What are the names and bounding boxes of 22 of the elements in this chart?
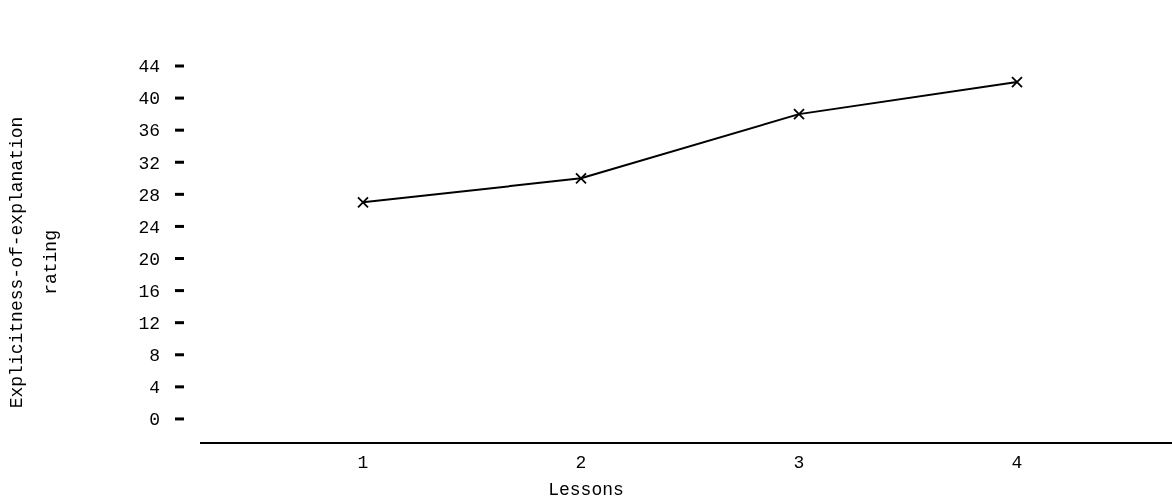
y-axis-title: Explicitness-of-explanation rating — [7, 116, 61, 409]
y-tick-label: 20 — [138, 249, 160, 270]
x-tick-label: 1 — [357, 453, 369, 473]
y-tick-label: 8 — [149, 346, 160, 367]
y-tick-label: 40 — [138, 89, 160, 110]
point — [793, 108, 805, 121]
y-tick-label: 44 — [138, 57, 160, 78]
y-tick-label: 16 — [138, 281, 160, 302]
point — [357, 196, 369, 209]
x-tick-label: 4 — [1011, 453, 1023, 473]
y-tick-label: 28 — [138, 185, 160, 206]
x-axis-title: Lessons — [548, 480, 624, 500]
y-tick-label: 4 — [149, 378, 160, 399]
x-tick-label: 2 — [575, 453, 587, 473]
y-tick-label: 12 — [138, 313, 160, 334]
y-tick-label: 36 — [138, 121, 160, 142]
point — [1011, 76, 1023, 88]
y-tick-label: 24 — [138, 217, 160, 238]
y-tick-label: 0 — [149, 410, 160, 431]
point — [575, 172, 587, 185]
y-tick-label: 32 — [138, 153, 160, 174]
x-tick-label: 3 — [793, 453, 805, 473]
